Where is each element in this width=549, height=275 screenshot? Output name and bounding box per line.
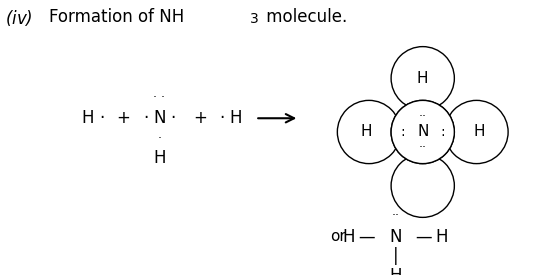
Text: ··: ··	[391, 209, 399, 222]
Text: H: H	[417, 71, 428, 86]
Text: 3: 3	[250, 12, 259, 26]
Text: or: or	[330, 229, 345, 244]
Text: ·: ·	[99, 109, 104, 127]
Text: H: H	[436, 227, 448, 246]
Text: ·: ·	[170, 109, 176, 127]
Text: · ·: · ·	[153, 91, 165, 104]
Text: ($\it{iv}$): ($\it{iv}$)	[5, 8, 33, 28]
Text: ·: ·	[220, 109, 225, 127]
Text: H: H	[230, 109, 242, 127]
Text: +: +	[193, 109, 208, 127]
Ellipse shape	[391, 46, 455, 110]
Text: :: :	[401, 125, 405, 139]
Ellipse shape	[391, 100, 455, 164]
Ellipse shape	[391, 154, 455, 217]
Ellipse shape	[337, 100, 401, 164]
Text: —: —	[416, 227, 432, 246]
Text: H: H	[361, 125, 372, 139]
Text: +: +	[116, 109, 131, 127]
Text: H: H	[153, 149, 165, 167]
Text: H: H	[343, 227, 355, 246]
Text: N: N	[417, 125, 428, 139]
Text: H: H	[473, 125, 485, 139]
Text: H: H	[82, 109, 94, 127]
Text: ··: ··	[419, 110, 427, 123]
Text: ·: ·	[157, 132, 161, 145]
Text: N: N	[389, 227, 401, 246]
Text: :: :	[440, 125, 445, 139]
Text: —: —	[358, 227, 375, 246]
Text: molecule.: molecule.	[261, 8, 347, 26]
Text: H: H	[389, 267, 401, 275]
Text: N: N	[153, 109, 165, 127]
Text: ··: ··	[419, 141, 427, 154]
Text: Formation of NH: Formation of NH	[49, 8, 184, 26]
Text: |: |	[393, 247, 398, 265]
Ellipse shape	[391, 100, 455, 164]
Ellipse shape	[445, 100, 508, 164]
Text: ·: ·	[143, 109, 148, 127]
